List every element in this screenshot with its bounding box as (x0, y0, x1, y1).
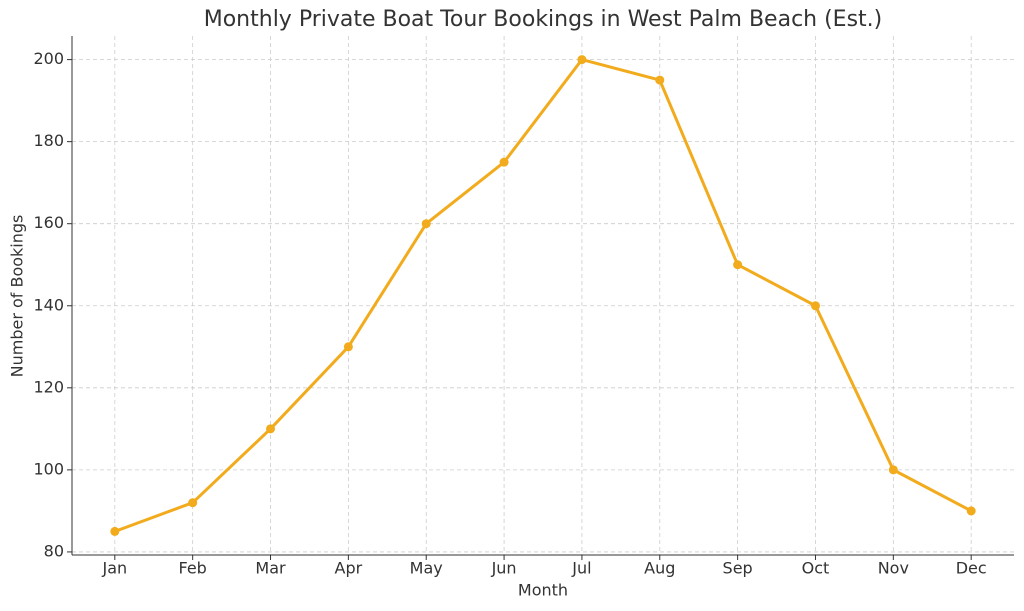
x-tick-label: Jul (571, 559, 591, 578)
y-tick-label: 180 (33, 131, 64, 150)
chart-title: Monthly Private Boat Tour Bookings in We… (204, 7, 883, 32)
data-point (421, 219, 431, 229)
y-tick-label: 140 (33, 295, 64, 314)
x-tick-label: Apr (335, 559, 363, 578)
x-axis-label: Month (518, 581, 568, 600)
y-tick-label: 80 (44, 541, 64, 560)
data-point (733, 260, 743, 270)
x-tick-label: Aug (644, 559, 675, 578)
x-tick-label: Dec (956, 559, 987, 578)
x-tick-label: May (410, 559, 443, 578)
x-tick-label: Jun (491, 559, 517, 578)
x-tick-label: Jan (101, 559, 127, 578)
data-point (810, 301, 820, 311)
y-tick-label: 100 (33, 459, 64, 478)
data-point (888, 465, 898, 475)
data-point (966, 506, 976, 516)
data-line (114, 58, 972, 533)
data-point (188, 498, 198, 508)
data-point (266, 424, 276, 434)
x-tick-label: Oct (802, 559, 830, 578)
x-tick-label: Mar (255, 559, 286, 578)
data-point (655, 75, 665, 85)
x-tick-label: Nov (878, 559, 909, 578)
y-tick-label: 120 (33, 377, 64, 396)
data-point (499, 157, 509, 167)
y-axis-label: Number of Bookings (8, 215, 27, 378)
x-tick-label: Feb (179, 559, 207, 578)
x-tick-label: Sep (723, 559, 753, 578)
data-point (110, 526, 120, 536)
y-tick-label: 160 (33, 213, 64, 232)
y-tick-label: 200 (33, 49, 64, 68)
data-point (343, 342, 353, 352)
data-point (577, 55, 587, 65)
